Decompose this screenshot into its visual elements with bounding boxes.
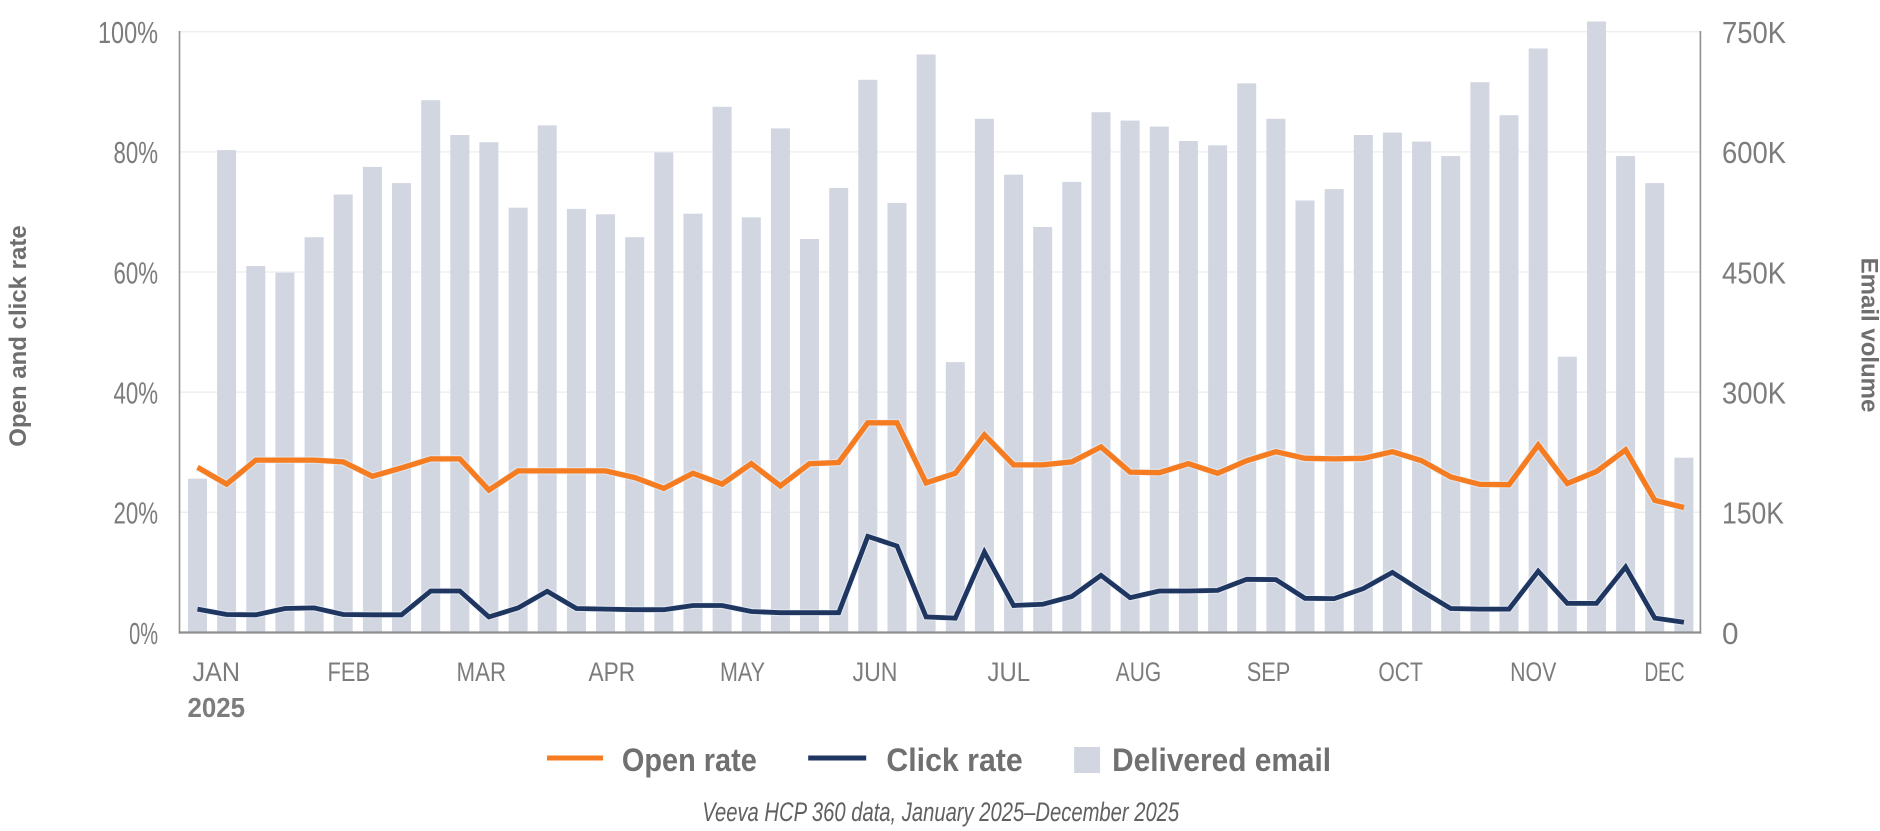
svg-text:SEP: SEP (1247, 657, 1291, 687)
svg-text:JAN: JAN (193, 657, 241, 687)
svg-text:80%: 80% (114, 135, 159, 170)
svg-text:MAR: MAR (457, 657, 507, 687)
svg-text:AUG: AUG (1116, 657, 1161, 687)
svg-text:Veeva HCP 360 data, January 20: Veeva HCP 360 data, January 2025–Decembe… (702, 797, 1180, 827)
svg-text:JUN: JUN (853, 657, 898, 687)
svg-text:0: 0 (1722, 616, 1739, 651)
svg-text:APR: APR (589, 657, 636, 687)
svg-text:Open and click rate: Open and click rate (5, 225, 32, 446)
svg-text:Email volume: Email volume (1856, 258, 1880, 413)
svg-text:100%: 100% (98, 15, 158, 50)
svg-text:MAY: MAY (720, 657, 765, 687)
svg-text:150K: 150K (1722, 496, 1784, 531)
svg-text:Delivered email: Delivered email (1112, 742, 1331, 778)
svg-text:OCT: OCT (1378, 657, 1423, 687)
svg-text:40%: 40% (114, 376, 159, 411)
svg-text:2025: 2025 (188, 692, 246, 723)
svg-text:DEC: DEC (1644, 657, 1684, 687)
svg-text:0%: 0% (129, 616, 158, 651)
svg-text:600K: 600K (1722, 135, 1786, 170)
svg-text:FEB: FEB (328, 657, 371, 687)
svg-text:Open rate: Open rate (622, 742, 757, 778)
svg-text:20%: 20% (114, 496, 159, 531)
svg-text:NOV: NOV (1510, 657, 1556, 687)
svg-text:750K: 750K (1722, 15, 1786, 50)
svg-text:300K: 300K (1722, 376, 1786, 411)
svg-text:JUL: JUL (988, 657, 1031, 687)
svg-text:450K: 450K (1722, 255, 1786, 290)
svg-text:60%: 60% (114, 255, 159, 290)
svg-text:Click rate: Click rate (886, 742, 1022, 778)
